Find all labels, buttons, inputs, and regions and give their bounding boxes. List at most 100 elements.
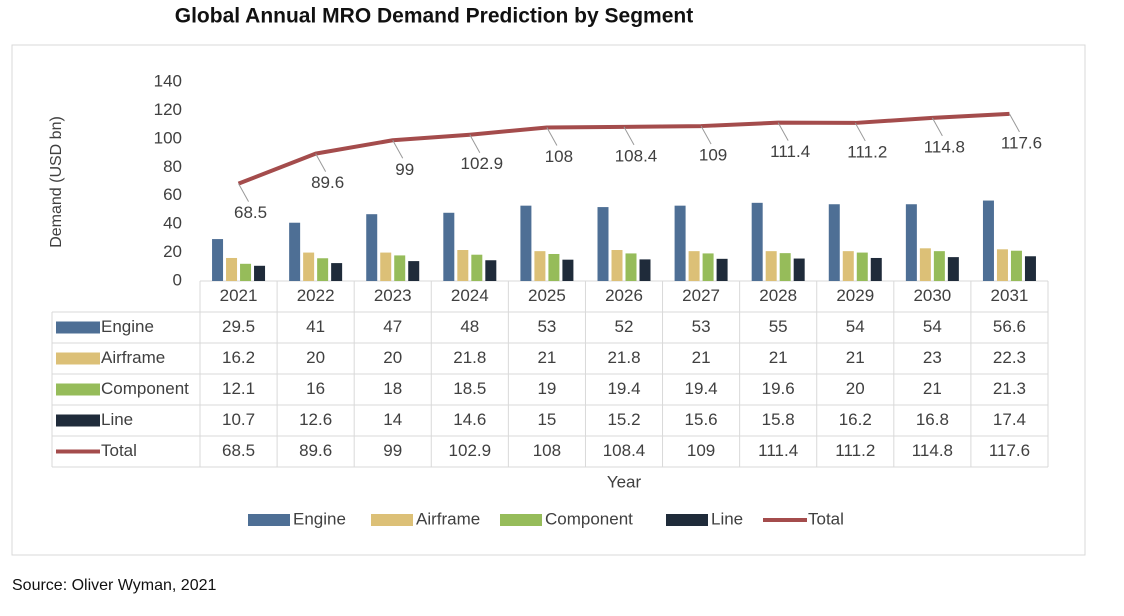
table-cell: 21.3 bbox=[993, 379, 1026, 398]
table-cell: 20 bbox=[846, 379, 865, 398]
bar bbox=[457, 250, 469, 281]
y-tick-label: 60 bbox=[163, 185, 182, 204]
table-row-label: Line bbox=[101, 410, 133, 429]
table-cell: 41 bbox=[306, 317, 325, 336]
table-row-label: Total bbox=[101, 441, 137, 460]
table-cell: 12.1 bbox=[222, 379, 255, 398]
table-cell: 19.6 bbox=[762, 379, 795, 398]
bar bbox=[485, 260, 497, 281]
table-cell: 21 bbox=[692, 348, 711, 367]
table-cell: 21 bbox=[846, 348, 865, 367]
table-key bbox=[56, 321, 100, 334]
table-cell: 19.4 bbox=[685, 379, 718, 398]
data-label: 89.6 bbox=[311, 173, 344, 192]
table-cell: 16.2 bbox=[839, 410, 872, 429]
bar bbox=[639, 259, 651, 281]
bar bbox=[289, 222, 301, 281]
x-tick-label: 2022 bbox=[297, 286, 335, 305]
data-label: 99 bbox=[395, 160, 414, 179]
bar bbox=[996, 249, 1008, 281]
table-cell: 17.4 bbox=[993, 410, 1026, 429]
table-cell: 16 bbox=[306, 379, 325, 398]
bar bbox=[394, 255, 406, 281]
bar bbox=[548, 253, 560, 281]
table-cell: 111.4 bbox=[758, 441, 798, 460]
data-label: 111.4 bbox=[770, 142, 810, 161]
table-row-label: Component bbox=[101, 379, 189, 398]
bar bbox=[471, 254, 483, 281]
bar bbox=[702, 253, 714, 281]
legend-key bbox=[666, 514, 708, 526]
x-tick-label: 2031 bbox=[991, 286, 1029, 305]
bar bbox=[765, 251, 777, 281]
table-cell: 53 bbox=[692, 317, 711, 336]
bar bbox=[625, 253, 637, 281]
chart-frame bbox=[11, 44, 1086, 556]
bar bbox=[226, 257, 238, 281]
total-line bbox=[237, 111, 1010, 186]
table-cell: 21 bbox=[923, 379, 942, 398]
bar bbox=[534, 251, 546, 281]
source-note: Source: Oliver Wyman, 2021 bbox=[12, 577, 216, 594]
table-cell: 16.8 bbox=[916, 410, 949, 429]
table-cell: 20 bbox=[383, 348, 402, 367]
legend-key bbox=[371, 514, 413, 526]
bar bbox=[408, 261, 420, 281]
y-tick-label: 0 bbox=[173, 270, 182, 289]
x-tick-label: 2025 bbox=[528, 286, 566, 305]
legend-label: Airframe bbox=[416, 509, 480, 528]
data-label: 68.5 bbox=[234, 203, 267, 222]
table-cell: 53 bbox=[537, 317, 556, 336]
legend-label: Line bbox=[711, 509, 743, 528]
y-tick-label: 20 bbox=[163, 242, 182, 261]
y-tick-label: 100 bbox=[154, 128, 182, 147]
table-key bbox=[56, 414, 100, 427]
bar bbox=[919, 248, 931, 281]
bar bbox=[520, 205, 532, 281]
table-cell: 15 bbox=[537, 410, 556, 429]
table-cell: 108 bbox=[533, 441, 561, 460]
bar bbox=[674, 205, 686, 281]
leader-line bbox=[1009, 113, 1020, 133]
table-cell: 111.2 bbox=[835, 441, 875, 460]
table-cell: 56.6 bbox=[993, 317, 1026, 336]
table-row-label: Airframe bbox=[101, 348, 165, 367]
table-cell: 18 bbox=[383, 379, 402, 398]
table-cell: 19.4 bbox=[607, 379, 640, 398]
leader-line bbox=[854, 122, 866, 142]
legend-label: Component bbox=[545, 509, 633, 528]
table-cell: 114.8 bbox=[912, 441, 953, 460]
table-cell: 29.5 bbox=[222, 317, 255, 336]
table-key bbox=[56, 352, 100, 365]
leader-line bbox=[546, 127, 558, 146]
bar bbox=[828, 204, 840, 281]
data-label: 109 bbox=[699, 146, 727, 165]
data-label: 117.6 bbox=[1001, 133, 1042, 152]
x-tick-label: 2027 bbox=[682, 286, 720, 305]
leader-line bbox=[238, 183, 249, 202]
bar bbox=[366, 214, 378, 281]
bar bbox=[779, 253, 791, 281]
legend-label: Engine bbox=[293, 509, 346, 528]
table-cell: 55 bbox=[769, 317, 788, 336]
y-tick-label: 120 bbox=[154, 100, 182, 119]
bar bbox=[716, 258, 728, 281]
legend-label: Total bbox=[808, 509, 844, 528]
table-cell: 14.6 bbox=[453, 410, 486, 429]
x-tick-label: 2030 bbox=[913, 286, 951, 305]
bar bbox=[1010, 250, 1022, 281]
table-cell: 102.9 bbox=[449, 441, 492, 460]
data-label: 108 bbox=[545, 147, 573, 166]
bar bbox=[982, 200, 994, 281]
leader-line bbox=[469, 134, 481, 153]
bar bbox=[331, 263, 343, 281]
table-row-label: Engine bbox=[101, 317, 154, 336]
bar bbox=[947, 257, 959, 281]
leader-line bbox=[392, 140, 404, 159]
table-cell: 54 bbox=[846, 317, 865, 336]
y-tick-label: 80 bbox=[163, 157, 182, 176]
table-cell: 99 bbox=[383, 441, 402, 460]
table-cell: 16.2 bbox=[222, 348, 255, 367]
table-cell: 109 bbox=[687, 441, 715, 460]
bar bbox=[933, 251, 945, 281]
